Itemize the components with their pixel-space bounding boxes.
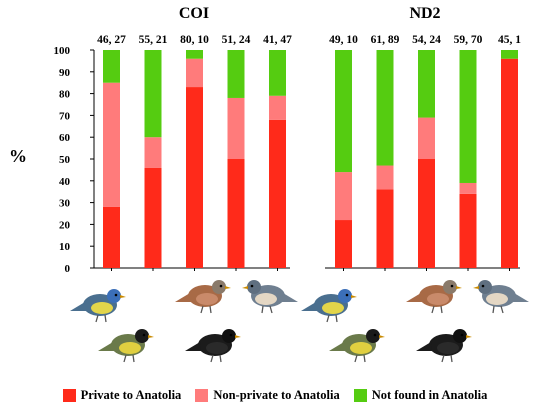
y-tick-label-80: 80 [59,89,71,101]
nd2-bar-2-non-private [418,117,435,159]
legend-label-non-private: Non-private to Anatolia [213,387,340,402]
nd2-bar-4-not-found [501,50,518,59]
y-axis-label: % [9,146,27,166]
legend-swatch-private [62,388,76,402]
coi-bar-0-non-private [103,82,120,207]
legend: Private to Anatolia Non-private to Anato… [0,384,550,406]
nuthatch-icon-0 [242,280,298,314]
legend-item-private: Private to Anatolia [62,387,182,403]
nd2-bar-2-not-found [418,50,435,118]
chart: % 0 10 20 30 40 50 60 70 80 90 100 COI 46, 27 55, 21 80… [9,5,529,363]
legend-label-private: Private to Anatolia [80,387,182,402]
blue-tit-icon-0 [70,289,126,323]
coi-bar-2-not-found [186,50,203,59]
coi-bar-3-non-private [227,97,245,159]
coi-bar-0-not-found [103,50,120,83]
legend-swatch-non-private [195,388,209,402]
nd2-category-label-2: 54, 24 [412,34,441,46]
legend-swatch-not-found [353,388,367,402]
coi-category-label-0: 46, 27 [97,34,126,46]
legend-item-not-found: Not found in Anatolia [353,387,488,403]
coi-category-label-2: 80, 10 [180,34,209,46]
nd2-bar-1-private [376,189,394,268]
blackbird-icon-1 [416,329,472,363]
nd2-bar-0-not-found [335,50,352,173]
nd2-bar-2-private [418,159,435,268]
nd2-category-label-0: 49, 10 [329,34,358,46]
nd2-bar-3-non-private [459,182,477,194]
nd2-bar-0-non-private [335,172,352,221]
y-tick-label-30: 30 [59,198,71,210]
y-tick-label-0: 0 [65,263,71,275]
coi-category-label-1: 55, 21 [139,34,168,46]
nd2-bar-1-non-private [376,165,394,190]
blackbird-icon-0 [185,329,241,363]
y-tick-label-100: 100 [54,45,71,57]
nd2-title: ND2 [409,5,440,22]
nd2-category-label-1: 61, 89 [371,34,400,46]
y-tick-label-90: 90 [59,67,71,79]
coi-bar-1-not-found [144,50,162,138]
coi-bar-4-non-private [269,95,286,120]
coi-bar-4-private [269,119,286,268]
blue-tit-icon-1 [301,289,357,323]
nd2-bar-0-private [335,220,352,268]
chaffinch-icon-1 [406,280,462,314]
nd2-category-label-3: 59, 70 [454,34,483,46]
coi-bar-4-not-found [269,50,286,96]
great-tit-icon-1 [329,329,385,363]
coi-bar-2-non-private [186,58,203,88]
chaffinch-icon-0 [175,280,231,314]
y-tick-label-60: 60 [59,132,71,144]
y-tick-label-50: 50 [59,154,71,166]
great-tit-icon-0 [98,329,154,363]
y-tick-label-10: 10 [59,241,71,253]
legend-label-not-found: Not found in Anatolia [371,387,488,402]
coi-category-label-4: 41, 47 [263,34,292,46]
coi-title: COI [179,5,209,22]
nd2-bar-1-not-found [376,50,394,166]
coi-category-label-3: 51, 24 [222,34,251,46]
coi-bar-0-private [103,206,120,268]
nd2-bar-3-not-found [459,50,477,183]
coi-bar-1-private [144,167,162,268]
coi-bar-3-not-found [227,50,245,98]
y-tick-label-20: 20 [59,219,71,231]
y-tick-label-40: 40 [59,176,71,188]
nd2-bar-4-private [501,58,518,268]
nd2-category-label-4: 45, 1 [498,34,521,46]
y-tick-label-70: 70 [59,110,71,122]
coi-bar-2-private [186,87,203,268]
nuthatch-icon-1 [473,280,529,314]
coi-bar-3-private [227,159,245,268]
coi-bar-1-non-private [144,137,162,168]
legend-item-non-private: Non-private to Anatolia [195,387,340,403]
nd2-bar-3-private [459,193,477,268]
